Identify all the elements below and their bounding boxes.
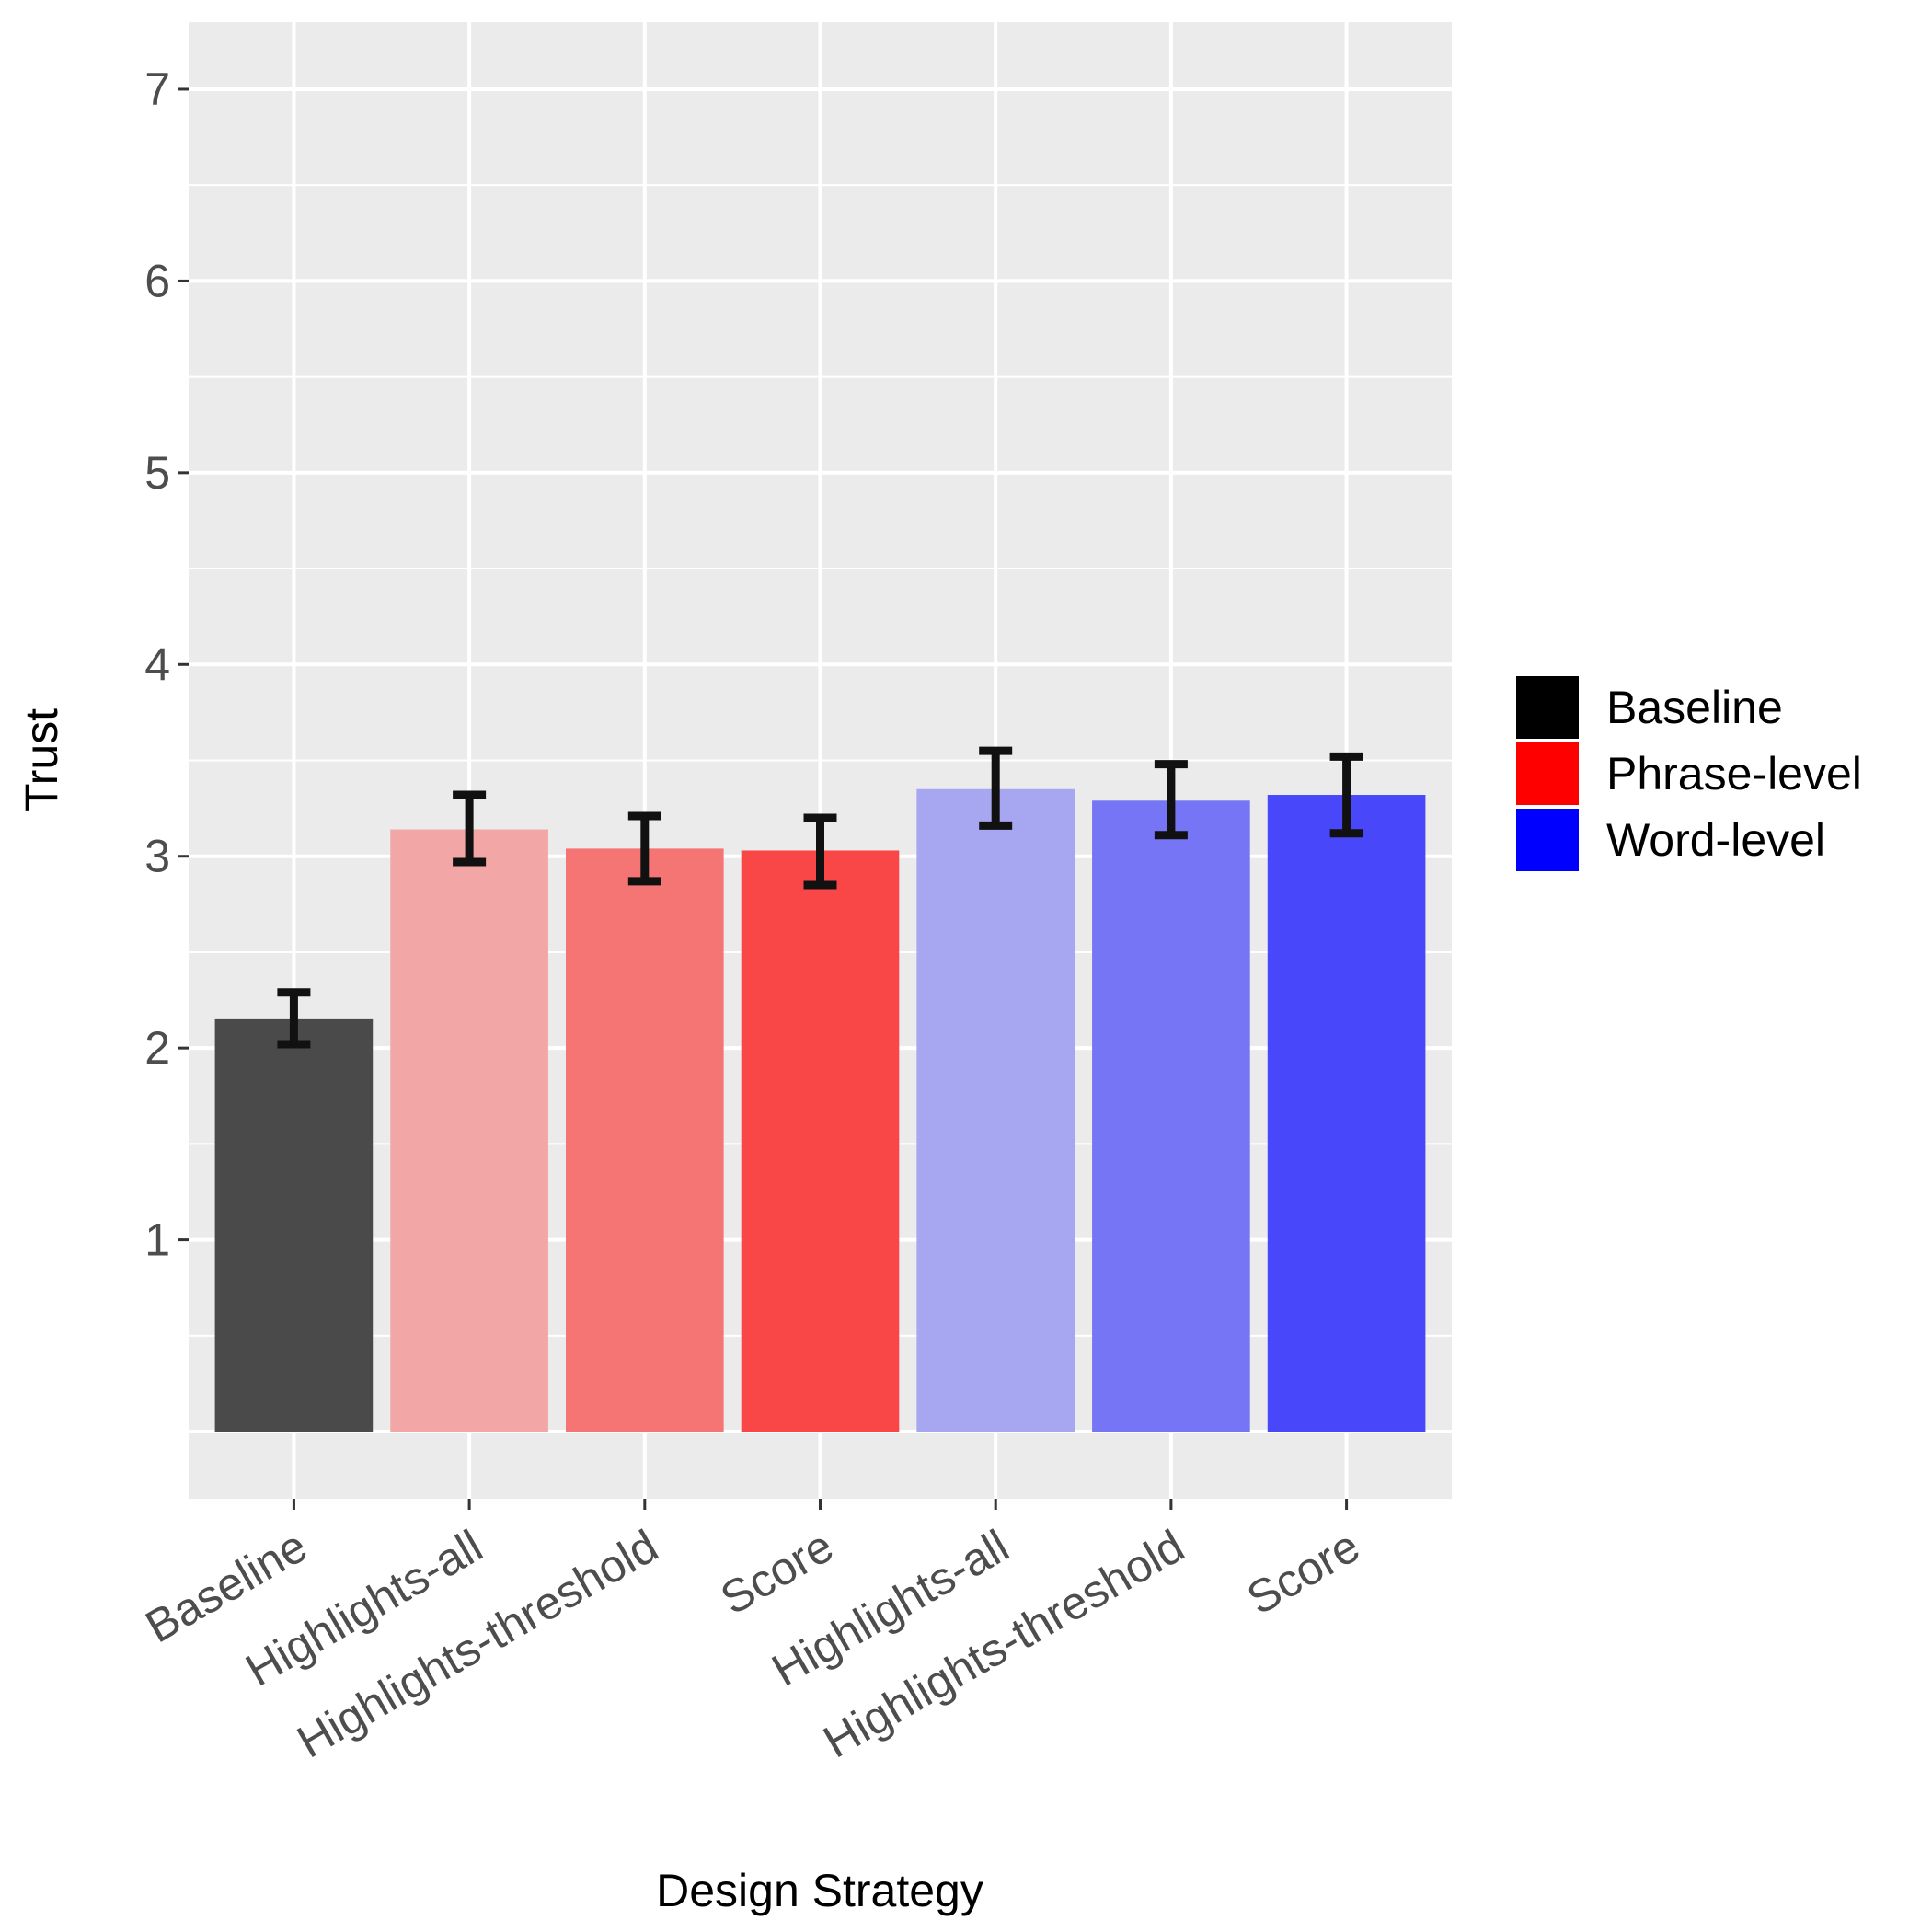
x-tick-label: Score [712,1520,842,1625]
y-axis: 1 2 3 4 5 6 7 [144,63,189,1266]
bar [916,788,1075,1432]
bar [390,829,548,1432]
legend-item: Phrase-level [1516,742,1862,805]
legend-key [1516,676,1579,739]
y-tick-label: 7 [144,63,170,115]
y-tick-label: 3 [144,831,170,882]
bar [1092,800,1250,1432]
error-bar [277,988,311,1049]
bars [214,788,1426,1432]
error-bar [1154,760,1188,840]
legend-item: Baseline [1516,676,1783,739]
legend: Baseline Phrase-level Word-level [1516,676,1862,871]
y-tick-label: 6 [144,255,170,306]
error-bar [979,746,1013,830]
error-bar [803,813,837,890]
error-bar [627,811,661,886]
x-tick-label: Score [1238,1520,1368,1625]
bar [214,1018,374,1432]
legend-label: Phrase-level [1606,748,1862,799]
legend-label: Baseline [1606,682,1783,733]
bar [565,848,724,1432]
legend-item: Word-level [1516,809,1825,871]
legend-key [1516,809,1579,871]
error-bar [453,790,487,867]
error-bars [277,746,1363,1049]
x-axis: BaselineHighlights-allHighlights-thresho… [137,1499,1368,1767]
bar [1267,795,1426,1432]
bar [741,850,900,1432]
legend-label: Word-level [1606,814,1825,866]
y-tick-label: 2 [144,1022,170,1074]
y-axis-title: Trust [16,708,67,811]
y-tick-label: 4 [144,638,170,690]
x-axis-title: Design Strategy [656,1865,983,1916]
y-tick-label: 5 [144,447,170,499]
error-bar [1329,752,1363,838]
legend-key [1516,742,1579,805]
y-tick-label: 1 [144,1214,170,1266]
